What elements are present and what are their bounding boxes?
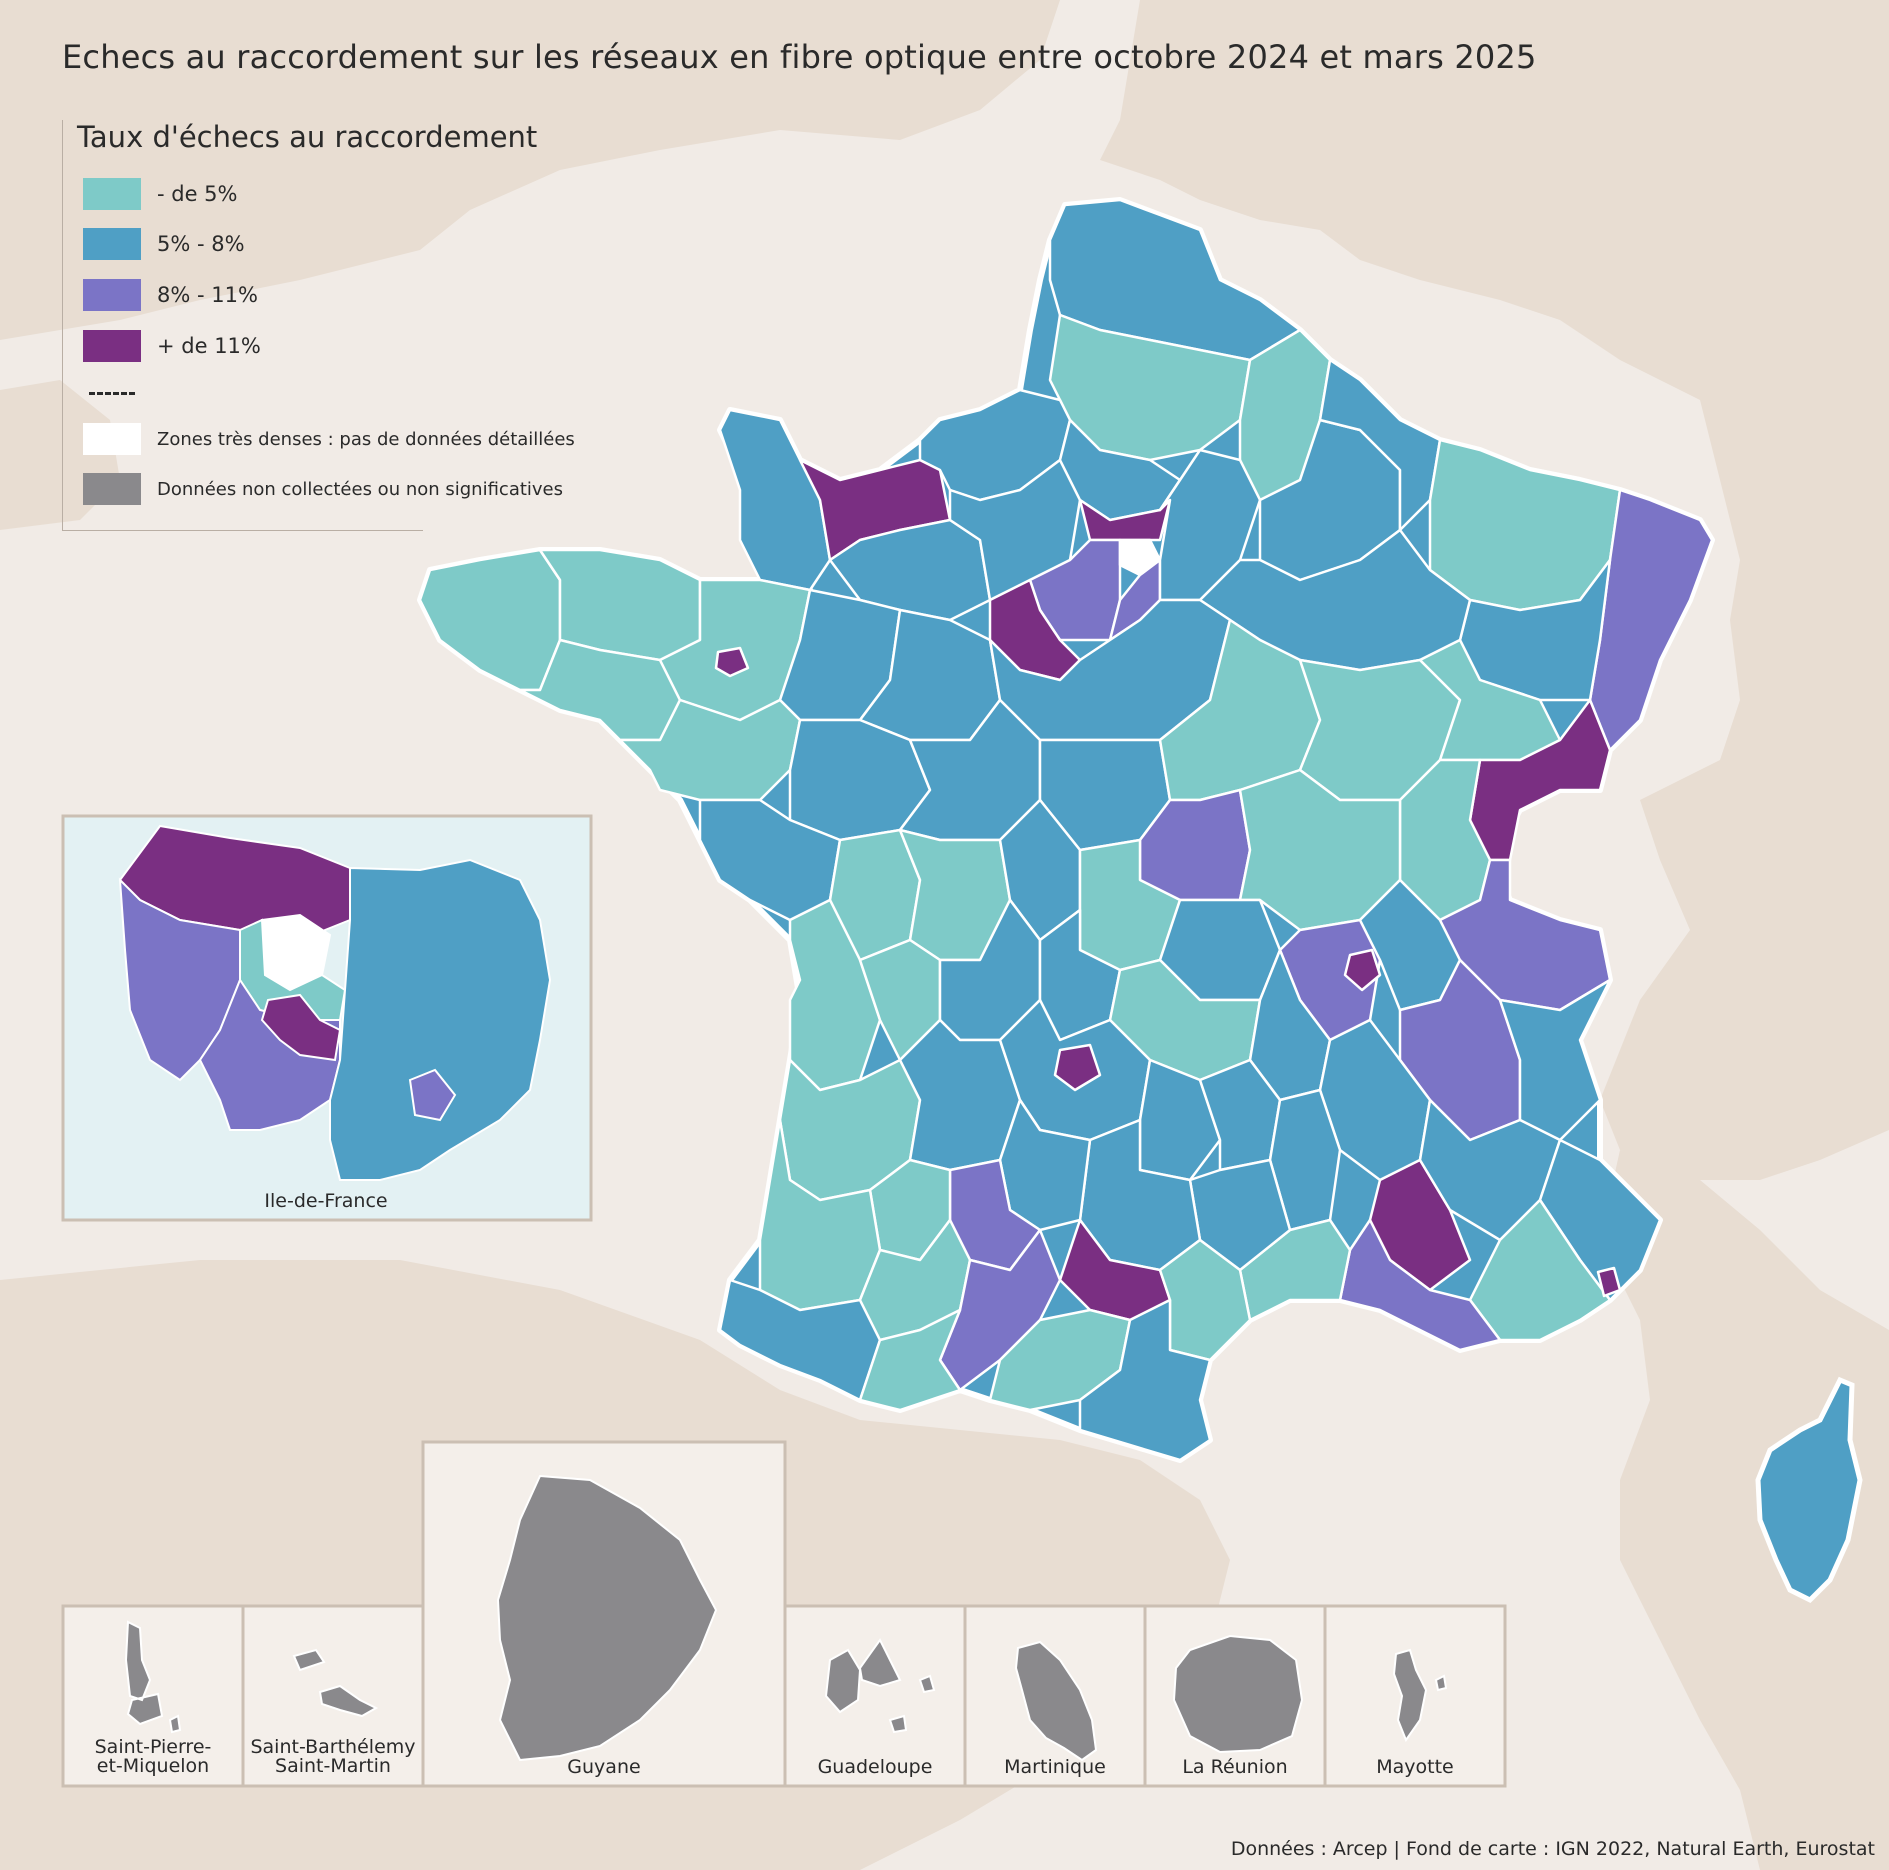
hotspot-lyon <box>1343 948 1382 992</box>
label-martinique: Martinique <box>965 1758 1145 1777</box>
legend-label-under-5: - de 5% <box>157 182 238 206</box>
region-hautes-alpes <box>1498 978 1612 1142</box>
region-finistere <box>418 548 562 692</box>
france-mainland <box>417 197 1715 1463</box>
region-ardennes <box>1318 358 1442 532</box>
idf-inset-hauts-de-seine-hotspot <box>260 993 342 1062</box>
legend-label-8-11: 8% - 11% <box>157 283 258 307</box>
shape-saint-barthelemy <box>292 1648 379 1718</box>
region-pyrenees-atlantiques <box>718 1278 882 1402</box>
legend-swatch-under-5 <box>83 178 141 210</box>
region-manche <box>718 408 832 592</box>
label-martinique-text: Martinique <box>1004 1756 1106 1778</box>
shape-martinique <box>1014 1640 1098 1762</box>
label-mayotte: Mayotte <box>1325 1758 1505 1777</box>
uk-landmass <box>0 0 1060 340</box>
label-guyane-text: Guyane <box>567 1756 641 1778</box>
shape-guyane <box>496 1474 718 1762</box>
hotspot-rennes <box>714 646 750 678</box>
legend-dash-line <box>89 392 135 395</box>
belgium-germany-landmass <box>1100 0 1889 1180</box>
legend: Taux d'échecs au raccordement - de 5% 5%… <box>62 120 575 531</box>
legend-swatch-over-11 <box>83 330 141 362</box>
idf-inset-label: Ile-de-France <box>264 1190 388 1212</box>
label-saint-barthelemy-line2: Saint-Martin <box>275 1755 391 1777</box>
legend-swatch-dense-zone <box>83 423 141 455</box>
italy-landmass <box>1600 1150 1889 1870</box>
region-savoie <box>1438 858 1612 1012</box>
label-reunion-text: La Réunion <box>1182 1756 1288 1778</box>
overseas-shapes <box>124 1474 1448 1762</box>
corsica <box>1755 1376 1863 1604</box>
idf-inset <box>61 814 593 1222</box>
idf-inset-seine-et-marne <box>329 858 552 1181</box>
label-saint-pierre-line1: Saint-Pierre- <box>94 1736 212 1758</box>
legend-label-dense-zone: Zones très denses : pas de données détai… <box>157 429 575 450</box>
label-saint-barthelemy-line1: Saint-Barthélemy <box>250 1736 416 1758</box>
legend-swatch-no-data <box>83 473 141 505</box>
label-saint-pierre: Saint-Pierre- et-Miquelon <box>63 1738 243 1776</box>
legend-label-over-11: + de 11% <box>157 334 261 358</box>
label-saint-pierre-line2: et-Miquelon <box>96 1755 210 1777</box>
region-correze-hotspot <box>1053 1043 1102 1092</box>
label-guyane: Guyane <box>423 1758 785 1777</box>
region-hautes-pyrenees <box>858 1308 962 1412</box>
label-guadeloupe-text: Guadeloupe <box>817 1756 933 1778</box>
shape-saint-pierre <box>124 1620 182 1734</box>
region-pyrenees-orientales <box>1078 1298 1212 1462</box>
hotspot-nice <box>1596 1266 1622 1298</box>
shape-mayotte <box>1392 1648 1448 1743</box>
legend-swatch-5-8 <box>83 228 141 260</box>
idf-inset-melun-hotspot <box>408 1068 457 1122</box>
label-saint-barthelemy: Saint-Barthélemy Saint-Martin <box>243 1738 423 1776</box>
legend-swatch-8-11 <box>83 279 141 311</box>
label-mayotte-text: Mayotte <box>1376 1756 1454 1778</box>
shape-guadeloupe <box>824 1638 936 1734</box>
source-credit: Données : Arcep | Fond de carte : IGN 20… <box>1230 1838 1875 1860</box>
frame-guadeloupe <box>783 1604 967 1788</box>
label-guadeloupe: Guadeloupe <box>785 1758 965 1777</box>
shape-reunion <box>1172 1634 1304 1754</box>
label-reunion: La Réunion <box>1145 1758 1325 1777</box>
legend-label-5-8: 5% - 8% <box>157 232 245 256</box>
legend-label-no-data: Données non collectées ou non significat… <box>157 479 564 500</box>
map-title: Echecs au raccordement sur les réseaux e… <box>62 38 1537 76</box>
legend-title: Taux d'échecs au raccordement <box>77 120 538 154</box>
